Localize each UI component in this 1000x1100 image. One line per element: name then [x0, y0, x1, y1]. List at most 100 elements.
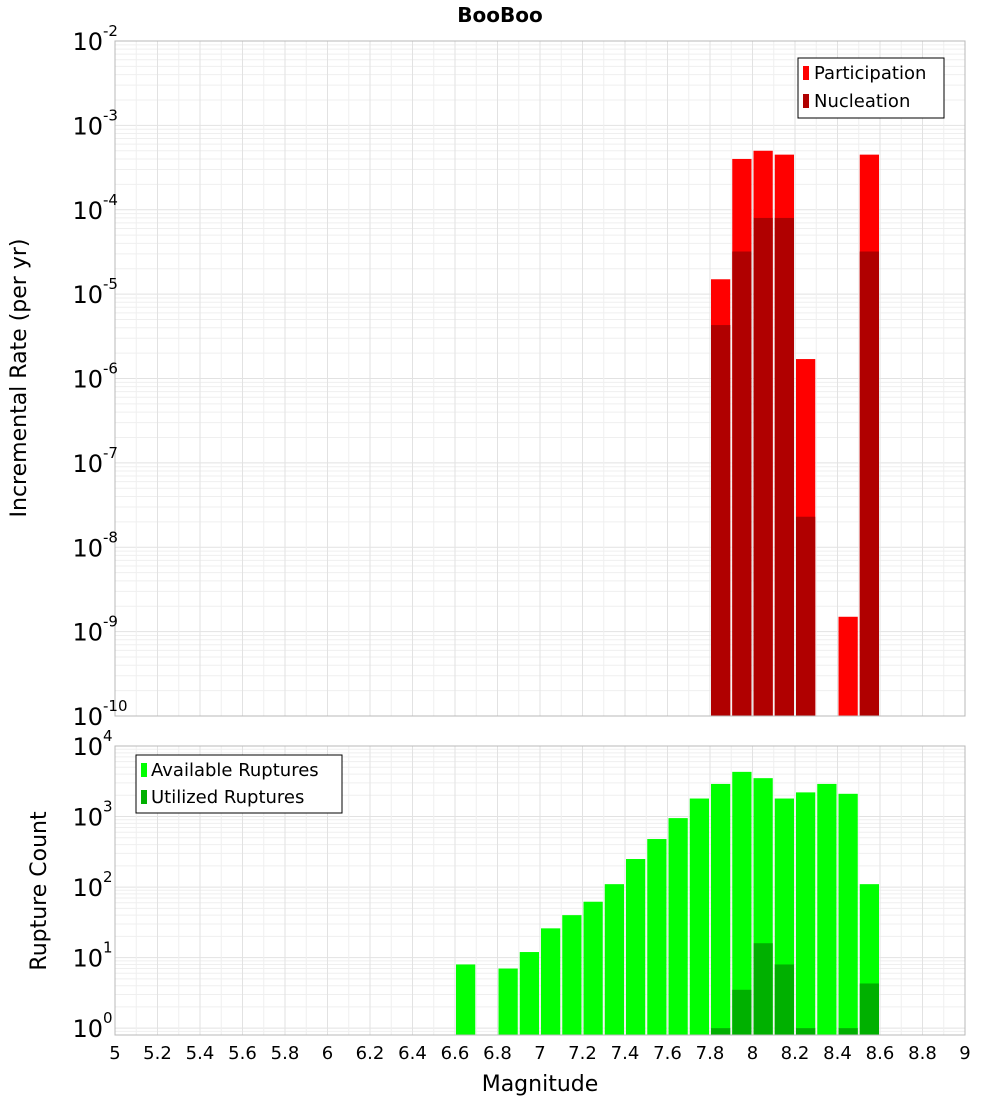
y-tick-exponent: 3 — [103, 798, 113, 816]
y-tick-exponent: -3 — [103, 106, 118, 124]
available-ruptures-bar — [668, 818, 688, 1035]
available-ruptures-bar — [626, 859, 646, 1035]
x-tick-label: 9 — [959, 1043, 970, 1064]
y-tick-exponent: -2 — [103, 22, 118, 40]
count-plot-frame — [114, 745, 966, 1036]
available-ruptures-bar — [498, 968, 518, 1035]
y-tick-exponent: -9 — [103, 613, 118, 631]
y-tick-exponent: -10 — [103, 697, 128, 715]
chart-title: BooBoo — [457, 3, 542, 27]
utilized-ruptures-bar — [711, 1028, 731, 1035]
x-tick-label: 5.4 — [186, 1043, 215, 1064]
rate-y-tick-label: 10 -9 — [72, 613, 118, 647]
available-legend-label: Available Ruptures — [151, 760, 319, 781]
available-ruptures-bar — [519, 952, 539, 1035]
utilized-ruptures-bar — [838, 1028, 858, 1035]
count-x-axis-label: Magnitude — [482, 1072, 599, 1097]
x-tick-label: 7.4 — [611, 1043, 640, 1064]
participation-legend-label: Participation — [814, 63, 926, 84]
available-ruptures-bar — [541, 928, 561, 1035]
x-tick-label: 5.2 — [143, 1043, 172, 1064]
rate-legend: Participation Nucleation — [797, 57, 945, 119]
participation-bar — [838, 616, 858, 716]
rate-y-tick-label: 10 -5 — [72, 275, 118, 309]
utilized-ruptures-bar — [732, 989, 752, 1035]
available-ruptures-bar — [456, 964, 476, 1035]
y-tick-exponent: -4 — [103, 191, 118, 209]
nucleation-bar — [774, 217, 794, 716]
nucleation-legend-label: Nucleation — [814, 91, 910, 112]
x-tick-label: 8.8 — [908, 1043, 937, 1064]
rate-y-tick-label: 10 -10 — [72, 697, 127, 731]
available-legend-swatch — [141, 763, 147, 777]
y-tick-base: 10 — [72, 874, 103, 902]
y-tick-base: 10 — [72, 1015, 103, 1043]
y-tick-base: 10 — [72, 28, 103, 56]
y-tick-base: 10 — [72, 733, 103, 761]
utilized-ruptures-bar — [859, 983, 879, 1035]
y-tick-base: 10 — [72, 804, 103, 832]
rate-plot-frame — [114, 40, 966, 717]
x-tick-label: 7.2 — [568, 1043, 597, 1064]
x-tick-label: 6.4 — [398, 1043, 427, 1064]
available-ruptures-bar — [647, 839, 667, 1035]
count-y-axis-label: Rupture Count — [27, 811, 52, 971]
x-tick-label: 6.2 — [356, 1043, 385, 1064]
x-tick-label: 5.6 — [228, 1043, 257, 1064]
x-tick-label: 6 — [322, 1043, 333, 1064]
x-tick-label: 5 — [109, 1043, 120, 1064]
y-tick-base: 10 — [72, 534, 103, 562]
x-tick-label: 8.2 — [781, 1043, 810, 1064]
utilized-ruptures-bar — [753, 943, 773, 1035]
utilized-ruptures-bar — [796, 1028, 816, 1035]
y-tick-exponent: -8 — [103, 528, 118, 546]
x-tick-label: 8.4 — [823, 1043, 852, 1064]
utilized-legend-label: Utilized Ruptures — [151, 787, 304, 808]
count-legend: Available Ruptures Utilized Ruptures — [135, 754, 343, 814]
nucleation-bar — [711, 325, 731, 716]
rate-y-tick-label: 10 -7 — [72, 444, 118, 478]
x-tick-label: 8 — [747, 1043, 758, 1064]
available-ruptures-bar — [562, 915, 582, 1035]
y-tick-exponent: -5 — [103, 275, 118, 293]
rate-grid — [114, 40, 966, 717]
participation-legend-swatch — [803, 66, 809, 80]
utilized-legend-swatch — [141, 790, 147, 804]
available-ruptures-bar — [689, 798, 709, 1035]
x-tick-label: 8.6 — [866, 1043, 895, 1064]
y-tick-base: 10 — [72, 366, 103, 394]
count-legend-box — [135, 754, 343, 814]
y-tick-exponent: 4 — [103, 727, 113, 745]
available-ruptures-bar — [583, 901, 603, 1035]
rate-y-tick-label: 10 -8 — [72, 528, 118, 562]
nucleation-bar — [796, 516, 816, 716]
x-tick-label: 7.8 — [696, 1043, 725, 1064]
y-tick-base: 10 — [72, 703, 103, 731]
count-x-ticks: 5 5.2 5.4 5.6 5.8 6 6.2 6.4 6.6 6.8 7 7.2 7.4 7.6 7.8 8… — [109, 1043, 970, 1064]
x-tick-label: 5.8 — [271, 1043, 300, 1064]
count-bars — [456, 771, 879, 1035]
available-ruptures-bar — [604, 884, 624, 1035]
rate-y-axis-label: Incremental Rate (per yr) — [7, 239, 32, 518]
y-tick-exponent: 1 — [103, 939, 113, 957]
y-tick-exponent: -6 — [103, 360, 118, 378]
y-tick-exponent: -7 — [103, 444, 118, 462]
nucleation-legend-swatch — [803, 94, 809, 108]
y-tick-base: 10 — [72, 450, 103, 478]
y-tick-base: 10 — [72, 945, 103, 973]
y-tick-base: 10 — [72, 112, 103, 140]
x-tick-label: 7.6 — [653, 1043, 682, 1064]
nucleation-bar — [732, 251, 752, 716]
x-tick-label: 6.6 — [441, 1043, 470, 1064]
y-tick-exponent: 2 — [103, 868, 113, 886]
rate-legend-box — [797, 57, 945, 119]
x-tick-label: 7 — [534, 1043, 545, 1064]
available-ruptures-bar — [838, 793, 858, 1035]
x-tick-label: 6.8 — [483, 1043, 512, 1064]
available-ruptures-bar — [732, 771, 752, 1035]
